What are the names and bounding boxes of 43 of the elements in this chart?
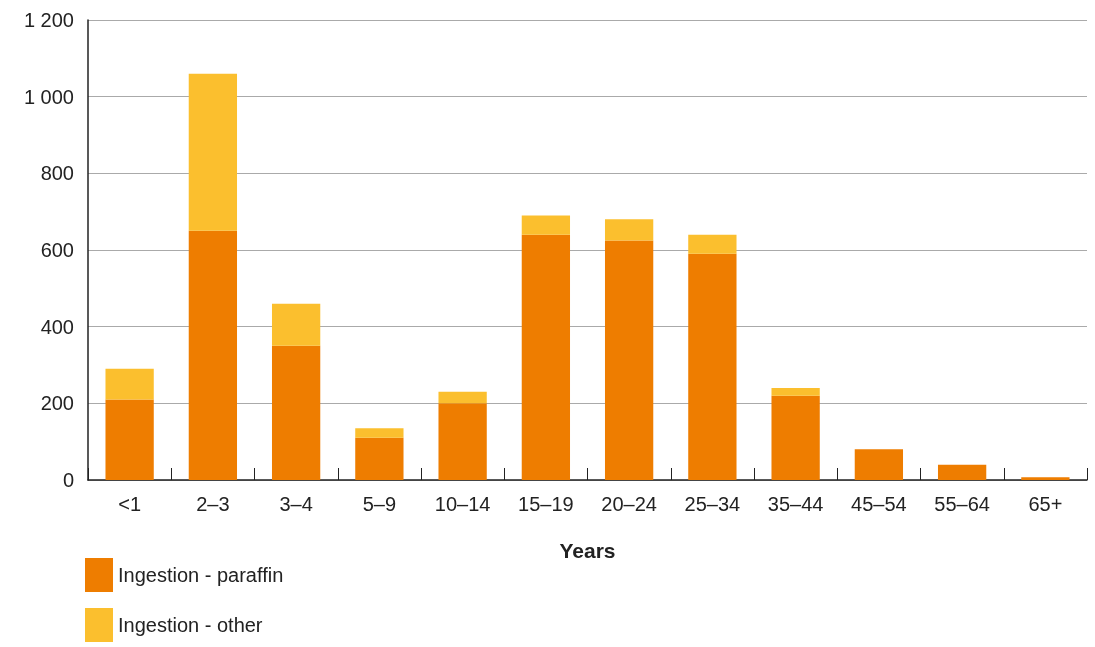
y-tick-label: 0 xyxy=(62,469,74,491)
legend-label: Ingestion - paraffin xyxy=(118,564,284,586)
legend-label: Ingestion - other xyxy=(118,614,263,636)
bar xyxy=(521,215,571,235)
bar xyxy=(105,368,154,400)
bar xyxy=(271,345,321,480)
x-tick-label: 5–9 xyxy=(362,493,397,515)
x-tick-label: 35–44 xyxy=(767,493,824,515)
x-tick-label: 55–64 xyxy=(934,493,990,515)
bar xyxy=(521,234,571,480)
x-tick-label: 15–19 xyxy=(518,493,574,515)
bar xyxy=(188,230,238,480)
bar xyxy=(355,428,404,438)
bar xyxy=(438,391,487,404)
bar xyxy=(854,449,904,480)
x-tick-label: 45–54 xyxy=(851,493,907,515)
x-tick-label: 25–34 xyxy=(684,493,741,515)
bar xyxy=(188,73,238,231)
bar xyxy=(1021,477,1070,480)
bar xyxy=(438,403,487,480)
y-tick-label: 1 200 xyxy=(23,9,74,31)
bar xyxy=(688,234,737,254)
x-tick-label: 2–3 xyxy=(196,493,230,515)
y-tick-label: 400 xyxy=(40,315,74,338)
bar xyxy=(688,253,737,480)
x-axis-title: Years xyxy=(559,539,616,562)
bar xyxy=(271,303,321,346)
bar xyxy=(105,399,154,480)
y-tick-label: 200 xyxy=(40,392,74,415)
bar xyxy=(604,219,654,241)
y-tick-label: 1 000 xyxy=(23,85,74,108)
y-tick-label: 800 xyxy=(40,162,74,185)
bar xyxy=(355,437,404,480)
y-tick-label: 600 xyxy=(40,239,74,261)
bar xyxy=(771,395,820,480)
x-tick-label: 3–4 xyxy=(279,493,313,515)
x-tick-label: 10–14 xyxy=(434,493,491,515)
x-tick-label: 65+ xyxy=(1028,493,1063,515)
bar xyxy=(771,388,820,396)
bar xyxy=(604,240,654,480)
x-tick-label: 20–24 xyxy=(601,493,657,515)
x-tick-label: <1 xyxy=(118,493,142,515)
bar xyxy=(937,464,987,480)
